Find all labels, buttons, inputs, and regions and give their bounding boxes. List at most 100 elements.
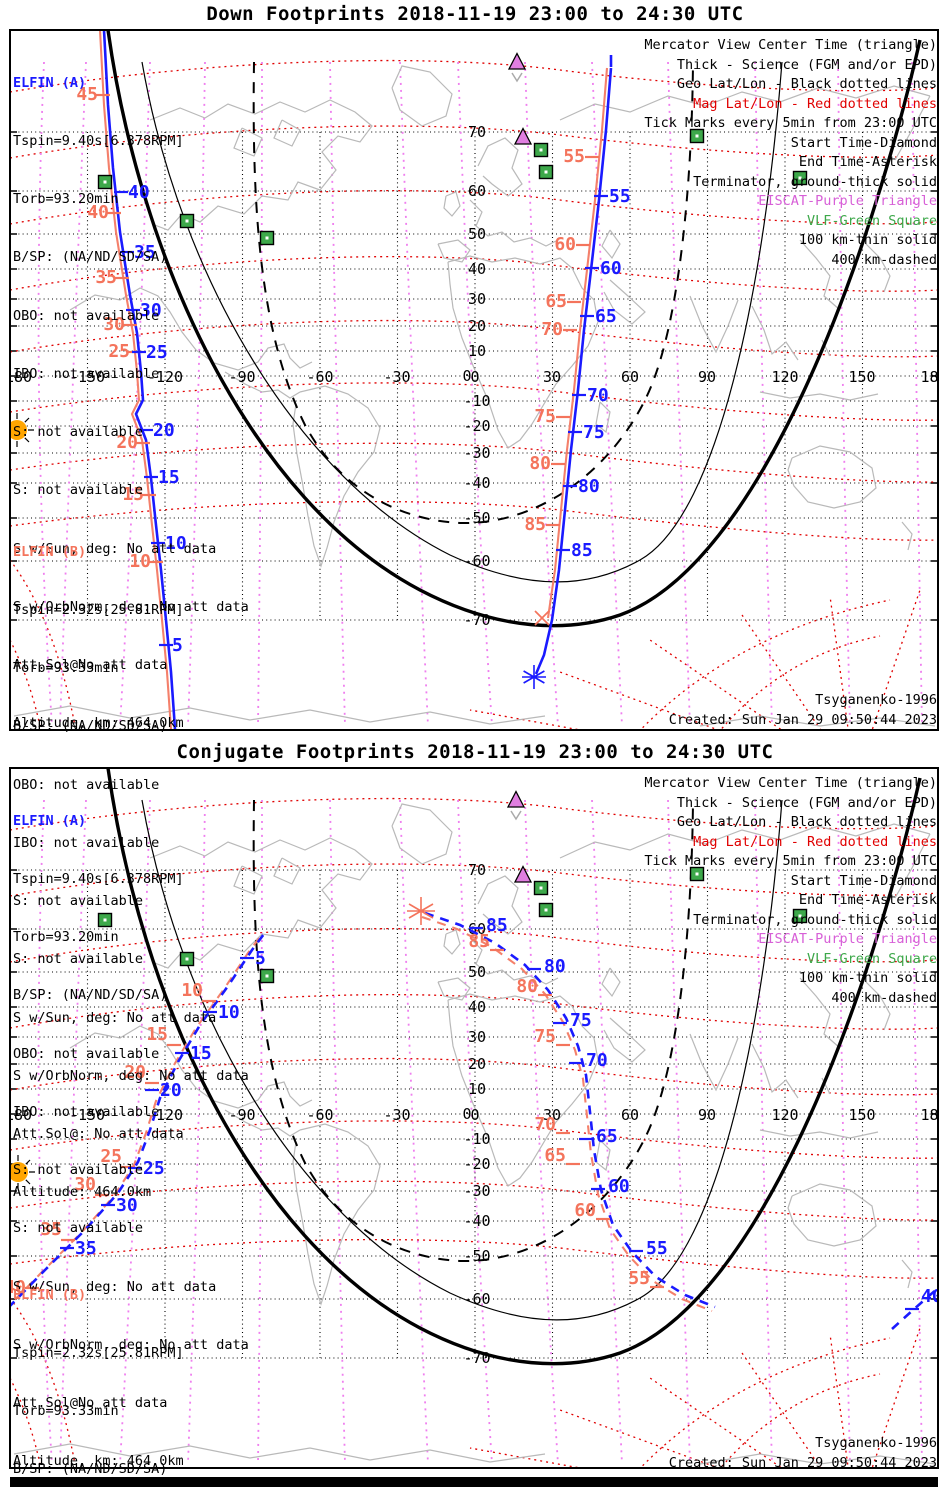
elfinA-conjugate-track-left: [11, 933, 266, 1307]
tick-label: 85: [486, 915, 508, 936]
tick-label: -30: [383, 1106, 410, 1124]
model-credit: Tsyganenko-1996: [815, 1435, 937, 1451]
tick-label: 25: [100, 1146, 122, 1167]
legend-line: 400 km-dashed: [831, 989, 937, 1006]
tri-marker: [508, 52, 526, 70]
square-marker: [533, 880, 549, 896]
tick-label: 20: [116, 432, 138, 453]
tick-label: 70: [587, 385, 609, 406]
legend-line: Mag Lat/Lon - Red dotted lines: [693, 833, 937, 850]
tick-label: 35: [134, 242, 156, 263]
panel1-elfinA-tick-labels-right: 55 60 65 70 75 80 85: [556, 186, 631, 561]
panel1-lon-labels: -180 -150 -120 -90 -60 -30 0 30 60 90 120 150 180: [11, 368, 937, 386]
tick-label: 25: [143, 1158, 165, 1179]
elfinA-heading: ELFIN (A): [13, 812, 87, 829]
tick-label: -60: [306, 1106, 333, 1124]
tick-label: 20: [468, 317, 486, 335]
tick-label: -40: [463, 1212, 490, 1230]
tick-label: 35: [95, 267, 117, 288]
legend-line: Mercator View Center Time (triangle): [644, 37, 937, 53]
info-line: S w/Sun, deg: No att data: [13, 1278, 217, 1295]
elfinB-heading: ELFIN (B): [13, 1286, 87, 1303]
tick-label: 35: [40, 1219, 62, 1240]
tick-label: 35: [75, 1238, 97, 1259]
info-line: B/SP: (NA/ND/SD/SA): [13, 1461, 168, 1478]
legend-line: Mercator View Center Time (triangle): [644, 775, 937, 791]
tick-label: -10: [463, 392, 490, 410]
tick-label: 85: [571, 540, 593, 561]
info-line: Att.Sol@No att data: [13, 657, 168, 673]
created-timestamp: Created: Sun Jan 29 09:50:44 2023: [668, 1454, 937, 1471]
info-line: Torb=93.33min: [13, 1403, 119, 1420]
legend-line: 400 km-dashed: [831, 251, 937, 268]
tick-label: 30: [543, 368, 561, 386]
tick-label: -90: [228, 368, 255, 386]
tick-label: -40: [463, 474, 490, 492]
tick-label: 10: [129, 551, 151, 572]
tick-label: 150: [848, 1106, 875, 1124]
tick-label: -60: [463, 1290, 490, 1308]
legend-line: Geo Lat/Lon - Black dotted lines: [676, 814, 937, 830]
tri-marker: [514, 865, 532, 883]
info-line: Torb=93.20min: [13, 191, 119, 208]
panel1-elfinB-tick-labels-left: 45 40 35 30 25 20 15 10: [76, 84, 163, 572]
tick-label: 90: [698, 368, 716, 386]
panel1-lat-labels: 70 60 50 40 30 20 10 0 -10 -20 -30 -40 -50 -60 -70: [462, 123, 490, 629]
tick-label: 30: [468, 290, 486, 308]
tick-label: 60: [608, 1176, 630, 1197]
elfinA-down-track-right: [534, 67, 613, 675]
panel1-elfinB-tick-labels-right: 55 60 65 70 75 80 85: [524, 146, 599, 535]
legend-line: VLF-Green Square: [806, 950, 937, 967]
tick-label: -10: [463, 1130, 490, 1148]
elfinA-heading: ELFIN (A): [13, 74, 87, 91]
tick-label: -180: [0, 1106, 32, 1124]
tick-label: 70: [541, 319, 563, 340]
tick-label: 85: [468, 931, 490, 952]
tick-label: 40: [128, 182, 150, 203]
tick-label: 80: [578, 476, 600, 497]
tick-label: -30: [383, 368, 410, 386]
panel1-elfinA-info: ELFIN (A) Tspin=9.40s[6.378RPM] Torb=93.…: [13, 35, 249, 753]
tick-label: 65: [595, 306, 617, 327]
tick-label: 10: [165, 533, 187, 554]
info-line: Tspin=2.32s[25.81RPM]: [13, 602, 184, 619]
tick-label: -90: [228, 1106, 255, 1124]
tick-label: 15: [146, 1024, 168, 1045]
tick-label: 70: [468, 123, 486, 141]
tick-label: 60: [621, 368, 639, 386]
legend-line: Tick Marks every 5min from 23:00 UTC: [644, 115, 937, 131]
tick-label: 60: [468, 182, 486, 200]
tick-label: 30: [103, 314, 125, 335]
tick-label: 30: [116, 1195, 138, 1216]
info-line: IBO: not available: [13, 365, 160, 382]
info-line: S: not available: [13, 1162, 144, 1179]
tick-label: -70: [463, 611, 490, 629]
info-line: S w/Sun, deg: No att data: [13, 1009, 217, 1026]
legend-line: Mag Lat/Lon - Red dotted lines: [693, 95, 937, 112]
tick-label: 60: [574, 1200, 596, 1221]
tick-label: -150: [69, 1106, 105, 1124]
tick-label: 10: [468, 1080, 486, 1098]
legend-line: EISCAT-Purple Triangle: [758, 193, 937, 209]
tick-label: 40: [921, 1286, 943, 1307]
tick-label: 0: [462, 367, 471, 385]
legend-line: End Time-Asterisk: [798, 892, 937, 908]
info-line: Att.Sol@: No att data: [13, 1126, 184, 1142]
elfinA-conjugate-track-right: [424, 911, 716, 1309]
tick-label: -60: [306, 368, 333, 386]
info-line: S: not available: [13, 951, 144, 968]
tick-label: 0: [470, 368, 479, 386]
tick-label: 55: [646, 1238, 668, 1259]
tick-label: 30: [74, 1174, 96, 1195]
model-credit: Tsyganenko-1996: [815, 692, 937, 708]
info-line: S w/OrbNorm, deg: No att data: [13, 1336, 249, 1353]
panel2-elfinB-info: ELFIN (B) Tspin=2.32s[25.81RPM] Torb=93.…: [13, 1247, 249, 1500]
tick-label: 40: [468, 260, 486, 278]
